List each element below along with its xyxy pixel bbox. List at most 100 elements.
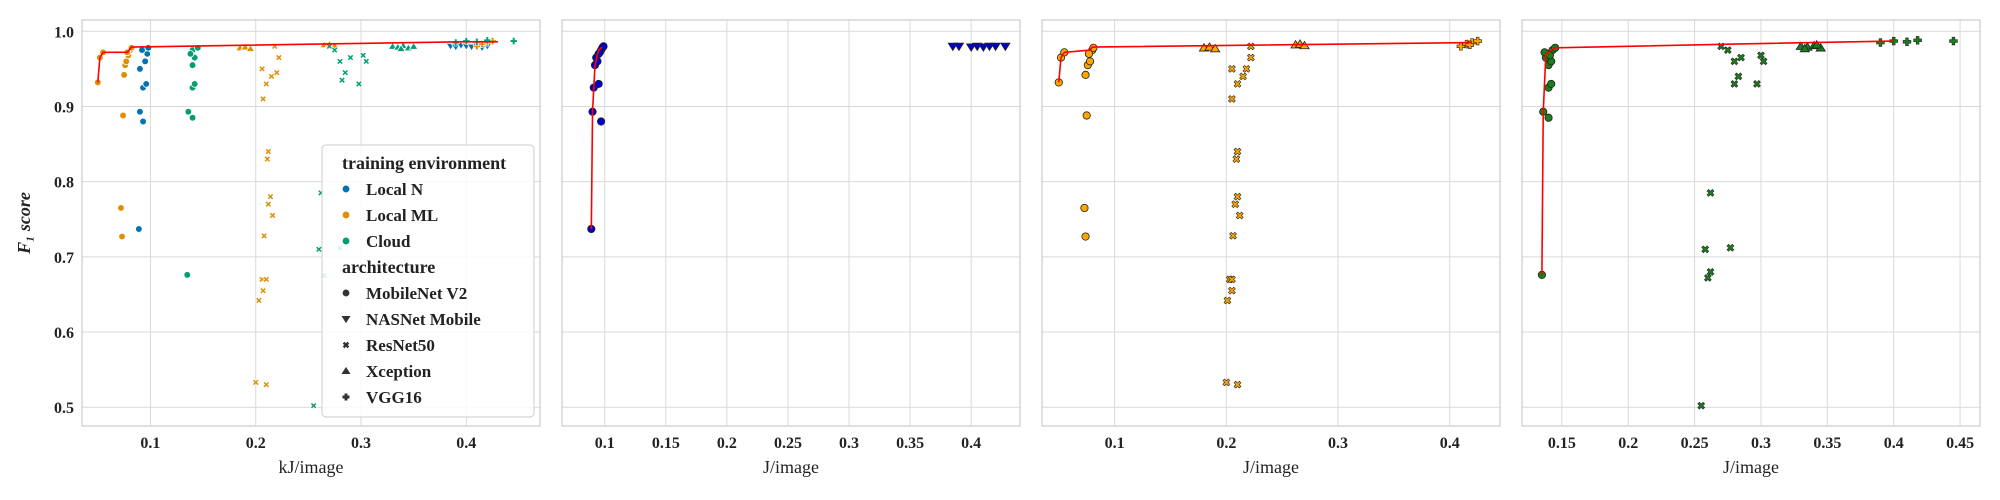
x-tick-label: 0.3 (839, 435, 859, 452)
legend-marker (342, 393, 350, 401)
data-point-mobilenet-local_n (136, 107, 144, 116)
data-point-resnet (1757, 51, 1765, 60)
data-point-resnet-local_ml (258, 65, 266, 73)
x-tick-label: 0.35 (896, 435, 924, 452)
data-point-vgg (1913, 36, 1922, 45)
data-point-mobilenet (1084, 49, 1093, 58)
data-point-xception-local_ml (245, 44, 256, 52)
data-point-resnet-local_ml (259, 287, 267, 295)
panel-4: 0.15 0.2 0.25 0.3 0.35 0.4 0.45 J/image (1521, 19, 1981, 477)
legend-section-title: training environment (342, 153, 506, 173)
y-axis-label: F₁ score (14, 192, 34, 255)
data-point-resnet (1734, 72, 1743, 81)
data-point-resnet-local_ml (262, 80, 270, 88)
legend-section-title: architecture (342, 257, 435, 277)
x-tick-label: 0.2 (1618, 435, 1638, 452)
data-point-mobilenet-local_ml (119, 111, 127, 120)
data-point-mobilenet-local_ml (118, 232, 126, 241)
x-tick-label: 0.4 (1884, 435, 1904, 452)
data-point-vgg (1465, 40, 1475, 50)
data-point-mobilenet (1080, 203, 1089, 213)
pareto-frontier-line (1057, 41, 1473, 83)
x-axis-label: kJ/image (279, 457, 344, 477)
data-point-resnet (1759, 57, 1768, 66)
x-tick-label: 0.2 (1216, 435, 1236, 452)
data-point-mobilenet (1085, 57, 1095, 66)
data-point-resnet-cloud (315, 245, 323, 253)
data-point-resnet (1233, 80, 1242, 88)
data-point-xception-cloud (408, 41, 419, 50)
data-point-resnet-local_ml (260, 232, 268, 240)
data-point-resnet-cloud (355, 80, 363, 88)
data-point-nasnet (1000, 42, 1011, 52)
data-point-vgg (1949, 36, 1958, 46)
data-point-resnet-local_ml (255, 296, 263, 305)
legend-marker (342, 185, 350, 193)
data-point-mobilenet-local_ml (120, 71, 128, 79)
data-point-resnet (1701, 245, 1710, 254)
data-point-nasnet (953, 42, 965, 52)
x-tick-label: 0.4 (961, 435, 981, 452)
y-tick-label: 0.7 (54, 250, 74, 267)
data-point-resnet (1706, 267, 1715, 276)
data-point-resnet (1247, 42, 1255, 51)
data-point-mobilenet (1082, 111, 1091, 120)
x-tick-label: 0.25 (1681, 435, 1709, 452)
panel-3: 0.1 0.2 0.3 0.4 J/image (1041, 19, 1501, 477)
data-point-resnet (1229, 231, 1237, 240)
data-point-nasnet (965, 43, 977, 52)
data-point-resnet (1706, 189, 1715, 197)
data-point-resnet-local_ml (264, 147, 272, 156)
x-tick-label: 0.35 (1813, 435, 1841, 452)
legend-entry-label: VGG16 (366, 388, 422, 407)
legend-marker (342, 341, 350, 349)
data-point-resnet (1222, 378, 1231, 387)
legend-entry-label: Local ML (366, 206, 438, 225)
y-tick-label: 0.9 (54, 99, 74, 116)
data-point-mobilenet-local_n (139, 117, 147, 126)
data-point-resnet-local_ml (262, 275, 270, 283)
data-point-resnet-cloud (331, 46, 339, 54)
data-point-resnet-cloud (362, 57, 370, 65)
x-tick-label: 0.2 (717, 435, 737, 452)
data-point-resnet (1737, 53, 1745, 62)
x-tick-label: 0.4 (1440, 435, 1460, 452)
pareto-frontier-line (590, 46, 603, 230)
data-point-resnet-local_ml (262, 381, 270, 389)
data-point-resnet (1232, 155, 1241, 163)
legend-marker (341, 315, 351, 324)
x-axis-label: J/image (1243, 457, 1299, 477)
data-point-mobilenet (1547, 79, 1556, 88)
x-tick-label: 0.15 (1548, 435, 1576, 452)
data-point-vgg (1876, 38, 1885, 47)
legend-entry-label: NASNet Mobile (366, 310, 481, 329)
legend-marker (342, 211, 350, 219)
data-point-mobilenet (1081, 70, 1090, 79)
data-point-mobilenet-cloud (188, 61, 197, 69)
pareto-frontier-line (96, 41, 498, 83)
data-point-resnet (1242, 64, 1251, 73)
x-tick-label: 0.4 (456, 435, 476, 452)
panel-2: 0.1 0.15 0.2 0.25 0.3 0.35 0.4 J/image (561, 19, 1021, 477)
data-point-xception (1204, 42, 1215, 51)
x-tick-label: 0.3 (1751, 435, 1771, 452)
legend-marker (341, 366, 351, 375)
data-point-xception (1799, 43, 1811, 53)
data-point-resnet-local_ml (275, 54, 283, 62)
data-point-resnet (1233, 147, 1242, 156)
plot-frame (561, 19, 1021, 427)
data-point-resnet (1228, 64, 1236, 73)
data-point-mobilenet-cloud (183, 271, 192, 279)
x-tick-label: 0.45 (1946, 435, 1974, 452)
data-point-resnet (1723, 46, 1732, 54)
data-point-resnet (1228, 275, 1236, 284)
plot-frame (1041, 19, 1501, 427)
data-point-vgg (1473, 36, 1482, 46)
data-point-resnet (1228, 286, 1236, 295)
pareto-frontier-line (1541, 40, 1894, 275)
data-point-mobilenet (1544, 113, 1553, 122)
data-point-xception-local_ml (240, 42, 251, 51)
data-point-resnet-cloud (359, 51, 367, 59)
data-point-resnet (1697, 401, 1706, 410)
